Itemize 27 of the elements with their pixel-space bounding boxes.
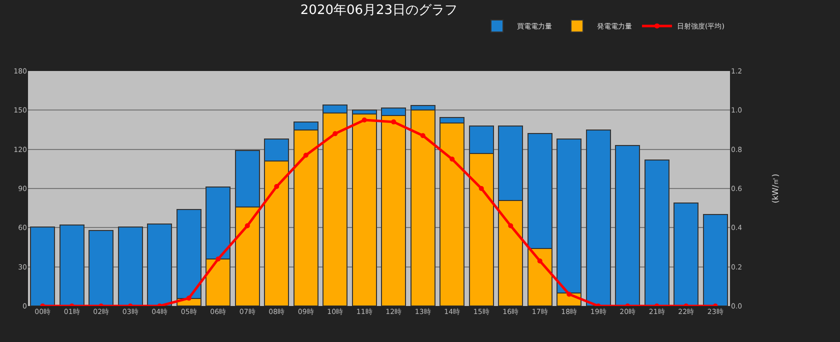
bar: [59, 224, 84, 306]
bar: [644, 159, 670, 306]
point: [274, 184, 280, 190]
point: [478, 186, 484, 191]
point: [303, 152, 308, 158]
point: [186, 296, 192, 301]
point: [508, 223, 514, 228]
bar: [88, 230, 114, 306]
bar: [674, 202, 699, 306]
bar: [352, 114, 377, 306]
point: [420, 133, 426, 138]
point: [537, 258, 542, 264]
bar: [118, 226, 143, 306]
point: [566, 292, 572, 297]
y2-axis-title: (kW/㎡): [770, 174, 780, 204]
bar: [586, 129, 611, 306]
point: [362, 117, 367, 122]
point: [332, 131, 338, 136]
point: [244, 223, 250, 228]
bar: [702, 214, 728, 306]
bar: [615, 144, 640, 306]
point: [216, 256, 221, 262]
bar: [30, 226, 56, 306]
chart-title: 2020年06月23日のグラフ: [300, 3, 458, 18]
bar: [147, 223, 172, 306]
point: [450, 156, 455, 162]
point: [391, 119, 396, 124]
